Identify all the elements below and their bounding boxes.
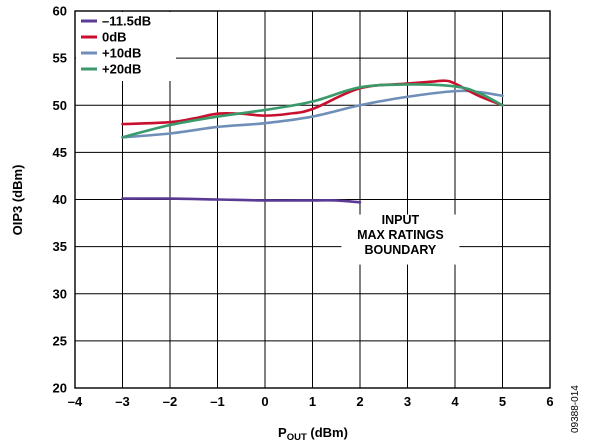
annotation-background bbox=[341, 214, 460, 265]
y-axis-title: OIP3 (dBm) bbox=[10, 165, 25, 236]
y-tick-label: 50 bbox=[53, 98, 67, 113]
x-tick-label: –1 bbox=[210, 394, 224, 409]
series-line bbox=[121, 79, 504, 126]
figure-id: 09388-014 bbox=[570, 385, 581, 433]
annotation-line: MAX RATINGS bbox=[357, 228, 444, 242]
series-line bbox=[121, 83, 504, 139]
x-tick-label: –3 bbox=[115, 394, 129, 409]
series-line bbox=[121, 197, 362, 204]
y-tick-label: 45 bbox=[53, 145, 67, 160]
legend-label: 0dB bbox=[102, 30, 127, 45]
plot-frame bbox=[74, 10, 551, 389]
y-tick-label: 60 bbox=[53, 4, 67, 19]
x-tick-label: –2 bbox=[163, 394, 177, 409]
y-tick-label: 25 bbox=[53, 333, 67, 348]
y-tick-label: 55 bbox=[53, 51, 67, 66]
x-tick-label: 5 bbox=[499, 394, 506, 409]
x-tick-label: 4 bbox=[451, 394, 459, 409]
legend-label: +10dB bbox=[102, 46, 141, 61]
y-tick-label: 20 bbox=[53, 381, 67, 396]
x-tick-label: 6 bbox=[546, 394, 553, 409]
x-tick-label: 2 bbox=[356, 394, 363, 409]
legend-label: +20dB bbox=[102, 62, 141, 77]
annotation-line: INPUT bbox=[382, 213, 420, 227]
x-tick-label: 3 bbox=[404, 394, 411, 409]
annotation-line: BOUNDARY bbox=[364, 243, 436, 257]
x-tick-label: 0 bbox=[261, 394, 268, 409]
x-tick-label: 1 bbox=[309, 394, 316, 409]
x-axis-title: POUT (dBm) bbox=[278, 425, 348, 443]
x-tick-label: –4 bbox=[68, 394, 83, 409]
y-tick-label: 30 bbox=[53, 286, 67, 301]
y-tick-label: 35 bbox=[53, 239, 67, 254]
plot-series bbox=[121, 79, 504, 204]
y-tick-labels: 20 25 30 35 40 45 50 55 60 bbox=[53, 4, 67, 396]
legend-label: –11.5dB bbox=[102, 14, 151, 29]
x-tick-labels: –4 –3 –2 –1 0 1 2 3 4 5 6 bbox=[68, 394, 554, 409]
y-tick-label: 40 bbox=[53, 192, 67, 207]
